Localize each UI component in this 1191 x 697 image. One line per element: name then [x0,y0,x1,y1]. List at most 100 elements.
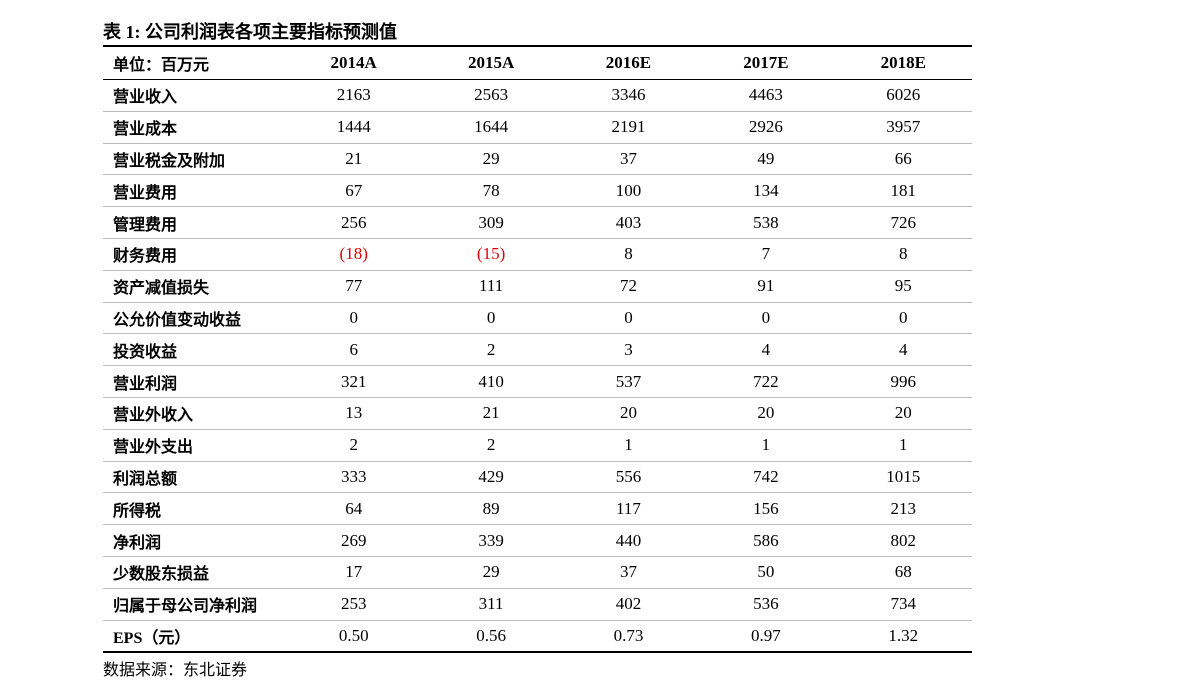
table-cell: 100 [559,174,698,208]
row-label: 少数股东损益 [103,556,285,589]
row-label: 资产减值损失 [103,270,285,303]
table-cell: 91 [697,270,835,303]
table-cell: 6026 [834,79,972,112]
table-row: 投资收益 6 2 3 4 4 [103,333,972,367]
table-cell: 72 [559,270,698,303]
table-cell: 321 [285,365,423,398]
table-cell: 156 [697,492,835,526]
table-cell: 726 [834,206,972,239]
row-label: 营业收入 [103,79,285,112]
table-row: 少数股东损益 17 29 37 50 68 [103,556,972,589]
table-cell: 2163 [285,79,423,112]
unit-header: 单位：百万元 [103,46,285,80]
table-row: 营业外支出 2 2 1 1 1 [103,429,972,462]
table-cell: 64 [285,492,423,526]
table-cell: 0.50 [338,625,369,645]
table-row: 所得税 64 89 117 156 213 [103,492,972,526]
table-cell: 3346 [559,79,698,112]
table-cell: 556 [559,461,698,494]
table-cell: 1444 [285,111,423,144]
table-cell: 117 [559,492,698,526]
table-cell: 134 [697,174,835,208]
table-cell: 440 [559,524,698,557]
table-cell: 1.32 [888,625,919,645]
source-note: 数据来源：东北证券 [103,662,248,679]
row-label: 管理费用 [103,206,285,239]
table-cell: 586 [697,524,835,557]
table-row: 管理费用 256 309 403 538 726 [103,206,972,239]
row-label: 营业成本 [103,111,285,144]
table-cell: 333 [285,461,423,494]
table-row: 净利润 269 339 440 586 802 [103,524,972,557]
table-cell: 89 [422,492,560,526]
table-cell: 20 [559,397,698,430]
row-label: 所得税 [103,492,285,526]
table-row: 归属于母公司净利润 253 311 402 536 734 [103,588,972,621]
table-cell: 111 [422,270,560,303]
table-cell: 29 [422,556,560,589]
table-cell: 339 [422,524,560,557]
table-cell: 78 [422,174,560,208]
row-label: 利润总额 [103,461,285,494]
table-row: 营业税金及附加 21 29 37 49 66 [103,143,972,176]
table-row: 公允价值变动收益 0 0 0 0 0 [103,302,972,335]
table-row: 营业成本 1444 1644 2191 2926 3957 [103,111,972,144]
table-header: 单位：百万元 2014A 2015A 2016E 2017E 2018E [103,46,972,80]
table-cell: 311 [422,588,560,621]
table-cell: 1 [834,429,972,462]
table-cell: 1 [697,429,835,462]
table-cell: 67 [285,174,423,208]
column-header: 2015A [422,46,560,80]
table-cell: 269 [285,524,423,557]
table-cell: 49 [697,143,835,176]
table-cell: 7 [697,238,835,271]
table-cell: 3 [559,333,698,367]
table-cell: 29 [422,143,560,176]
table-cell: 402 [559,588,698,621]
table-cell: 37 [559,143,698,176]
table-cell: 4463 [697,79,835,112]
table-row: 营业费用 67 78 100 134 181 [103,174,972,208]
table-cell: 0.56 [476,625,506,645]
table-cell: 20 [834,397,972,430]
table-cell: 13 [285,397,423,430]
table-cell: 6 [285,333,423,367]
table-cell: (15) [422,238,560,271]
table-cell: 538 [697,206,835,239]
table-cell: 0 [285,302,423,335]
table-cell: 2191 [559,111,698,144]
table-cell: 8 [834,238,972,271]
row-label: 净利润 [103,524,285,557]
row-label: 营业利润 [103,365,285,398]
table-cell: 2 [422,429,560,462]
table-cell: 996 [834,365,972,398]
table-cell: 2 [285,429,423,462]
table-cell: 536 [697,588,835,621]
table-cell: 1 [559,429,698,462]
table-cell: 17 [285,556,423,589]
table-cell: 2926 [697,111,835,144]
row-label: 营业费用 [103,174,285,208]
table-cell: 403 [559,206,698,239]
table-row: 利润总额 333 429 556 742 1015 [103,461,972,494]
table-cell: 77 [285,270,423,303]
table-cell: 213 [834,492,972,526]
table-cell: 0 [834,302,972,335]
column-header: 2017E [697,46,835,80]
table-cell: 181 [834,174,972,208]
column-header: 2016E [559,46,698,80]
table-cell: 37 [559,556,698,589]
table-cell: 21 [285,143,423,176]
profit-table: 单位：百万元 2014A 2015A 2016E 2017E 2018E 营业收入 2163… [103,45,972,654]
table-cell: 734 [834,588,972,621]
table-cell: 742 [697,461,835,494]
table-cell: 410 [422,365,560,398]
table-cell: 0.73 [613,625,644,645]
table-cell: 722 [697,365,835,398]
column-header: 2018E [834,46,972,80]
header-row: 单位：百万元 2014A 2015A 2016E 2017E 2018E [103,46,972,80]
table-row: 财务费用 (18) (15) 8 7 8 [103,238,972,271]
table-body: 营业收入 2163 2563 3346 4463 6026 营业成本 1444 1644 2191… [103,79,972,653]
table-cell: 2 [422,333,560,367]
